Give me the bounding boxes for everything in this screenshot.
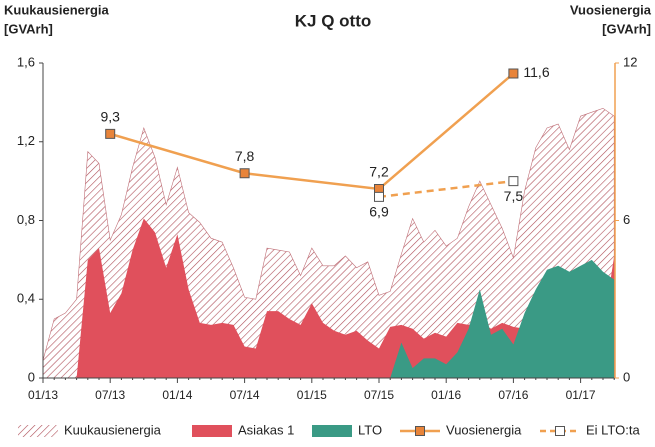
marker — [105, 128, 116, 139]
legend-label: Kuukausienergia — [64, 422, 162, 437]
x-tick-label: 01/14 — [162, 388, 192, 402]
y-tick-label: 1,2 — [17, 133, 35, 148]
legend-swatch — [192, 425, 232, 437]
data-label: 6,9 — [369, 204, 389, 220]
y-tick-label: 0,8 — [17, 212, 35, 227]
x-tick-label: 07/14 — [230, 388, 260, 402]
x-tick-label: 01/15 — [297, 388, 327, 402]
y2-axis-label: [GVArh] — [602, 21, 651, 36]
legend-marker — [555, 426, 565, 436]
y-axis-label: Kuukausienergia — [4, 2, 110, 17]
legend-label: Asiakas 1 — [238, 422, 294, 437]
x-tick-label: 01/16 — [431, 388, 461, 402]
y2-axis-label: Vuosienergia — [570, 2, 652, 17]
data-label: 9,3 — [100, 109, 120, 125]
marker — [508, 68, 519, 79]
y-tick-label: 0 — [28, 369, 35, 384]
legend-marker — [415, 426, 425, 436]
line — [378, 179, 514, 199]
y-tick-label: 1,6 — [17, 54, 35, 69]
y-tick-label: 0,4 — [17, 291, 35, 306]
legend-swatch — [312, 425, 352, 437]
x-tick-label: 07/16 — [498, 388, 528, 402]
y-axis-label: [GVArh] — [4, 21, 53, 36]
chart-title: KJ Q otto — [295, 11, 372, 30]
data-label: 7,5 — [504, 188, 524, 204]
y2-tick-label: 0 — [623, 369, 630, 384]
legend-swatch — [18, 425, 58, 437]
x-tick-label: 01/13 — [28, 388, 58, 402]
y2-tick-label: 6 — [623, 212, 630, 227]
area — [390, 259, 615, 378]
marker — [508, 176, 519, 187]
x-tick-label: 01/17 — [566, 388, 596, 402]
marker — [374, 191, 384, 202]
data-label: 7,2 — [369, 164, 389, 180]
marker — [239, 168, 250, 179]
data-label: 11,6 — [523, 64, 549, 80]
data-label: 7,8 — [235, 148, 255, 164]
legend-label: Ei LTO:ta — [586, 422, 640, 437]
y2-tick-label: 12 — [623, 54, 637, 69]
x-tick-label: 07/15 — [364, 388, 394, 402]
line — [109, 72, 515, 191]
x-tick-label: 07/13 — [95, 388, 125, 402]
legend-label: LTO — [358, 422, 382, 437]
legend-label: Vuosienergia — [446, 422, 522, 437]
